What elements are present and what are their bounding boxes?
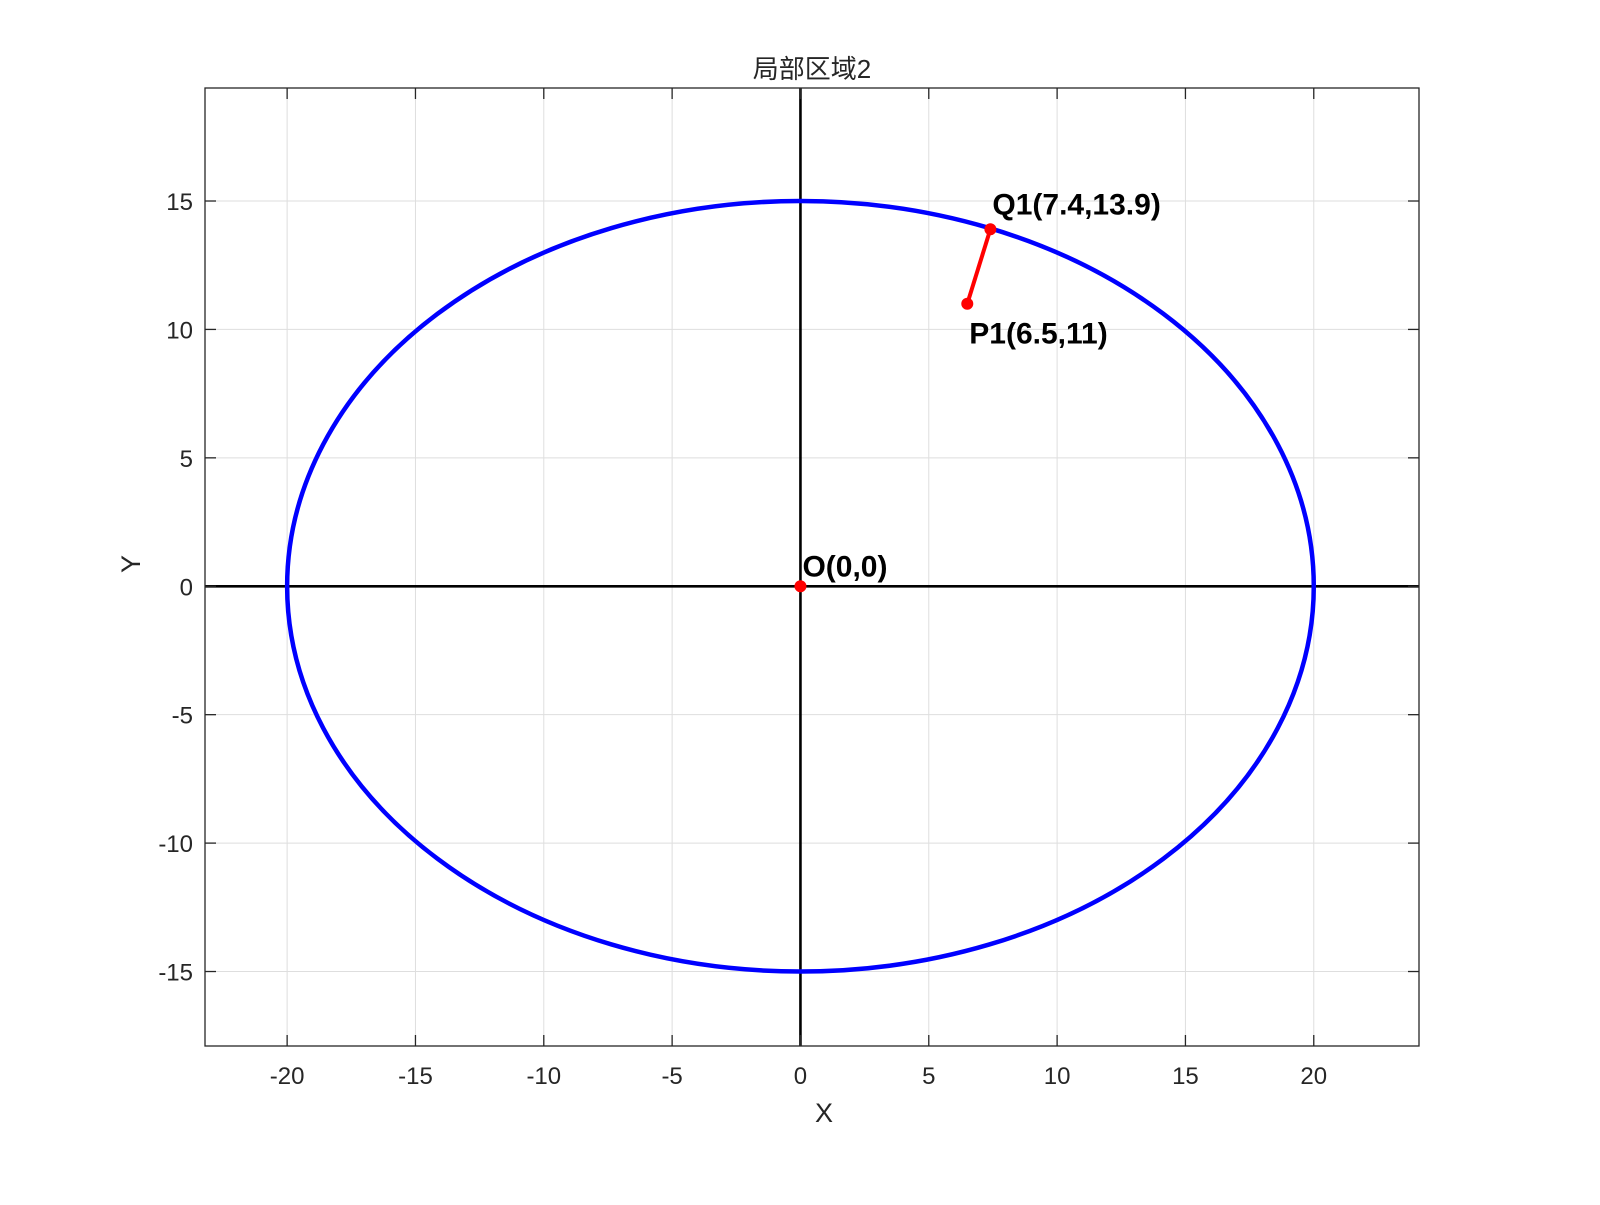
x-tick-label: 15 xyxy=(1172,1063,1199,1090)
plot-frame xyxy=(204,87,1420,1047)
point-label: O(0,0) xyxy=(802,550,887,583)
x-tick-label: -20 xyxy=(270,1063,305,1090)
labels: 局部区域2 X Y xyxy=(116,54,871,1128)
x-tick-label: -5 xyxy=(661,1063,682,1090)
x-tick-label: -15 xyxy=(398,1063,433,1090)
y-axis-label: Y xyxy=(116,555,146,573)
y-tick-label: 5 xyxy=(180,446,193,473)
points: O(0,0) P1(6.5,11) Q1(7.4,13.9) xyxy=(794,188,1161,593)
x-tick-label: 10 xyxy=(1044,1063,1071,1090)
x-tick-label: 20 xyxy=(1300,1063,1327,1090)
y-tick-label: 10 xyxy=(166,317,193,344)
point-marker xyxy=(984,223,997,236)
ticks: -20 -15 -10 -5 0 5 10 15 20 -15 -10 -5 0 5 10 15 xyxy=(158,88,1419,1090)
y-tick-label: -5 xyxy=(172,703,193,730)
point-label: Q1(7.4,13.9) xyxy=(992,188,1160,221)
y-tick-label: 0 xyxy=(180,574,193,601)
ellipse-curve xyxy=(284,198,1317,974)
origin-axis-lines xyxy=(205,88,1419,1046)
x-tick-label: -10 xyxy=(526,1063,561,1090)
point-marker xyxy=(794,580,807,593)
segment-p1-q1 xyxy=(965,228,993,305)
y-tick-label: -10 xyxy=(158,831,193,858)
point-marker xyxy=(961,297,974,310)
series xyxy=(284,198,1317,974)
x-tick-label: 5 xyxy=(922,1063,935,1090)
y-tick-label: 15 xyxy=(166,189,193,216)
chart-title: 局部区域2 xyxy=(753,54,871,84)
y-tick-label: -15 xyxy=(158,960,193,987)
x-tick-label: 0 xyxy=(794,1063,807,1090)
point-label: P1(6.5,11) xyxy=(969,318,1107,351)
x-axis-label: X xyxy=(815,1098,833,1128)
